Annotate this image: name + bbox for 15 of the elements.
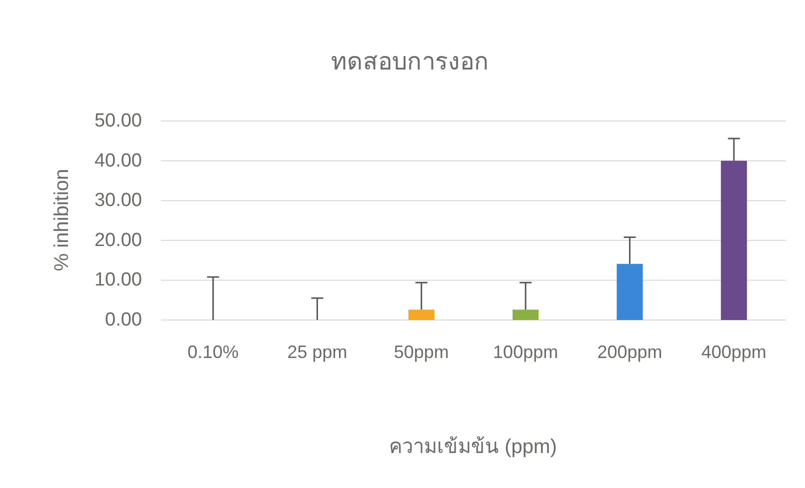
x-axis-title: ความเข้มข้น (ppm) [389,436,557,458]
x-tick-label: 25 ppm [287,342,348,362]
y-tick-label: 30.00 [94,190,142,212]
x-tick-label: 0.10% [188,342,239,362]
y-tick-label: 10.00 [94,270,142,291]
x-tick-label: 50ppm [394,342,449,362]
x-tick-label: 200ppm [597,342,662,362]
y-tick-label: 20.00 [94,230,142,251]
x-tick-label: 400ppm [701,342,766,362]
x-tick-label: 100ppm [493,342,558,362]
chart-title: ทดสอบการงอก [331,48,489,76]
y-axis-title: % inhibition [51,168,73,272]
y-tick-label: 40.00 [94,150,142,172]
y-tick-label: 0.00 [105,310,142,330]
y-tick-label: 50.00 [94,110,142,132]
